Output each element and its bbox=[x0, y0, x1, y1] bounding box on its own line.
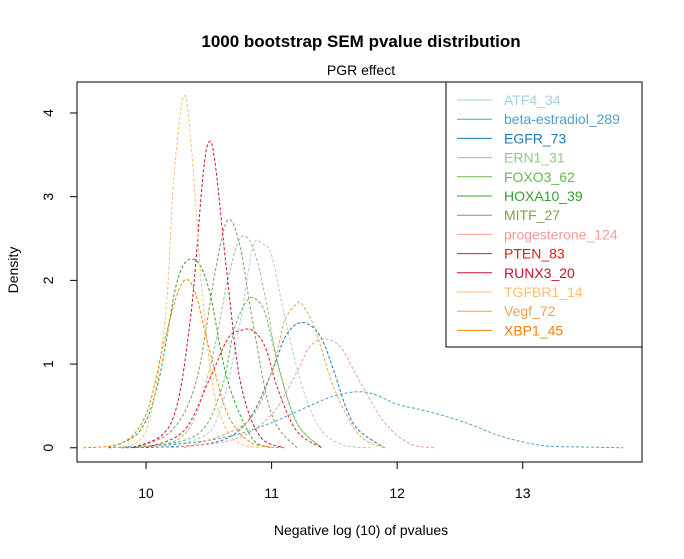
x-tick-label: 13 bbox=[515, 485, 531, 501]
legend-label: HOXA10_39 bbox=[504, 188, 583, 204]
x-tick-label: 11 bbox=[264, 485, 279, 501]
series-line-vegf-72 bbox=[183, 301, 385, 449]
series-line-xbp1-45 bbox=[83, 278, 285, 449]
chart-subtitle: PGR effect bbox=[327, 62, 395, 78]
legend-label: Vegf_72 bbox=[504, 303, 556, 319]
series-line-ern1-31 bbox=[133, 235, 323, 449]
y-tick-label: 2 bbox=[40, 276, 56, 284]
series-line-tgfbr1-14 bbox=[120, 94, 260, 449]
legend-label: ERN1_31 bbox=[504, 150, 565, 166]
y-tick-label: 4 bbox=[40, 109, 56, 117]
legend-label: PTEN_83 bbox=[504, 246, 565, 262]
x-axis-label: Negative log (10) of pvalues bbox=[274, 522, 448, 538]
series-line-runx3-20 bbox=[133, 140, 285, 449]
series-line-atf4-34 bbox=[108, 239, 373, 449]
series-line-hoxa10-39 bbox=[108, 258, 272, 449]
x-tick-label: 10 bbox=[138, 485, 154, 501]
series-line-egfr-73 bbox=[120, 321, 385, 449]
series-line-beta-estradiol-289 bbox=[108, 391, 624, 449]
legend-label: beta-estradiol_289 bbox=[504, 111, 620, 127]
legend-label: MITF_27 bbox=[504, 207, 560, 223]
legend-label: EGFR_73 bbox=[504, 130, 566, 146]
legend-label: RUNX3_20 bbox=[504, 265, 575, 281]
legend-label: progesterone_124 bbox=[504, 226, 618, 242]
legend: ATF4_34 beta-estradiol_289 EGFR_73 ERN1_31 F… bbox=[445, 81, 643, 348]
series-line-progesterone-124 bbox=[171, 338, 435, 449]
series-line-foxo3-62 bbox=[133, 296, 323, 449]
legend-box bbox=[445, 81, 643, 348]
y-tick-label: 3 bbox=[40, 193, 56, 201]
y-axis-label: Density bbox=[5, 247, 21, 294]
chart-title: 1000 bootstrap SEM pvalue distribution bbox=[201, 32, 520, 51]
series-line-pten-83 bbox=[145, 328, 323, 449]
y-tick-label: 0 bbox=[40, 444, 56, 452]
legend-label: FOXO3_62 bbox=[504, 169, 575, 185]
series-layer bbox=[83, 94, 624, 449]
legend-label: ATF4_34 bbox=[504, 92, 561, 108]
series-line-mitf-27 bbox=[133, 218, 298, 449]
legend-label: XBP1_45 bbox=[504, 322, 563, 338]
y-tick-label: 1 bbox=[40, 360, 56, 368]
legend-label: TGFBR1_14 bbox=[504, 284, 583, 300]
x-tick-label: 12 bbox=[389, 485, 405, 501]
